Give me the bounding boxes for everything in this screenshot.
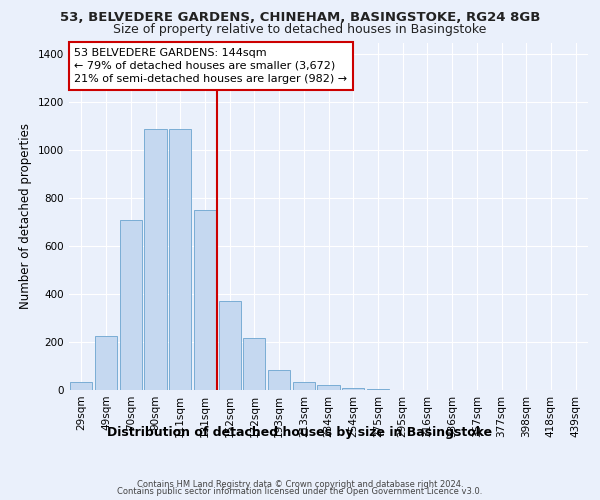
Bar	[169, 129, 191, 390]
Bar	[342, 388, 364, 390]
Text: 53, BELVEDERE GARDENS, CHINEHAM, BASINGSTOKE, RG24 8GB: 53, BELVEDERE GARDENS, CHINEHAM, BASINGS…	[60, 11, 540, 24]
Bar	[194, 210, 216, 390]
Bar	[293, 382, 315, 390]
Bar	[95, 336, 117, 390]
Bar	[218, 302, 241, 390]
Bar	[243, 338, 265, 390]
Bar	[119, 220, 142, 390]
Text: Size of property relative to detached houses in Basingstoke: Size of property relative to detached ho…	[113, 22, 487, 36]
Text: Contains public sector information licensed under the Open Government Licence v3: Contains public sector information licen…	[118, 488, 482, 496]
Bar	[70, 382, 92, 390]
Y-axis label: Number of detached properties: Number of detached properties	[19, 123, 32, 309]
Bar	[367, 389, 389, 390]
Text: 53 BELVEDERE GARDENS: 144sqm
← 79% of detached houses are smaller (3,672)
21% of: 53 BELVEDERE GARDENS: 144sqm ← 79% of de…	[74, 48, 347, 84]
Bar	[317, 385, 340, 390]
Bar	[268, 370, 290, 390]
Text: Contains HM Land Registry data © Crown copyright and database right 2024.: Contains HM Land Registry data © Crown c…	[137, 480, 463, 489]
Text: Distribution of detached houses by size in Basingstoke: Distribution of detached houses by size …	[107, 426, 493, 439]
Bar	[145, 129, 167, 390]
